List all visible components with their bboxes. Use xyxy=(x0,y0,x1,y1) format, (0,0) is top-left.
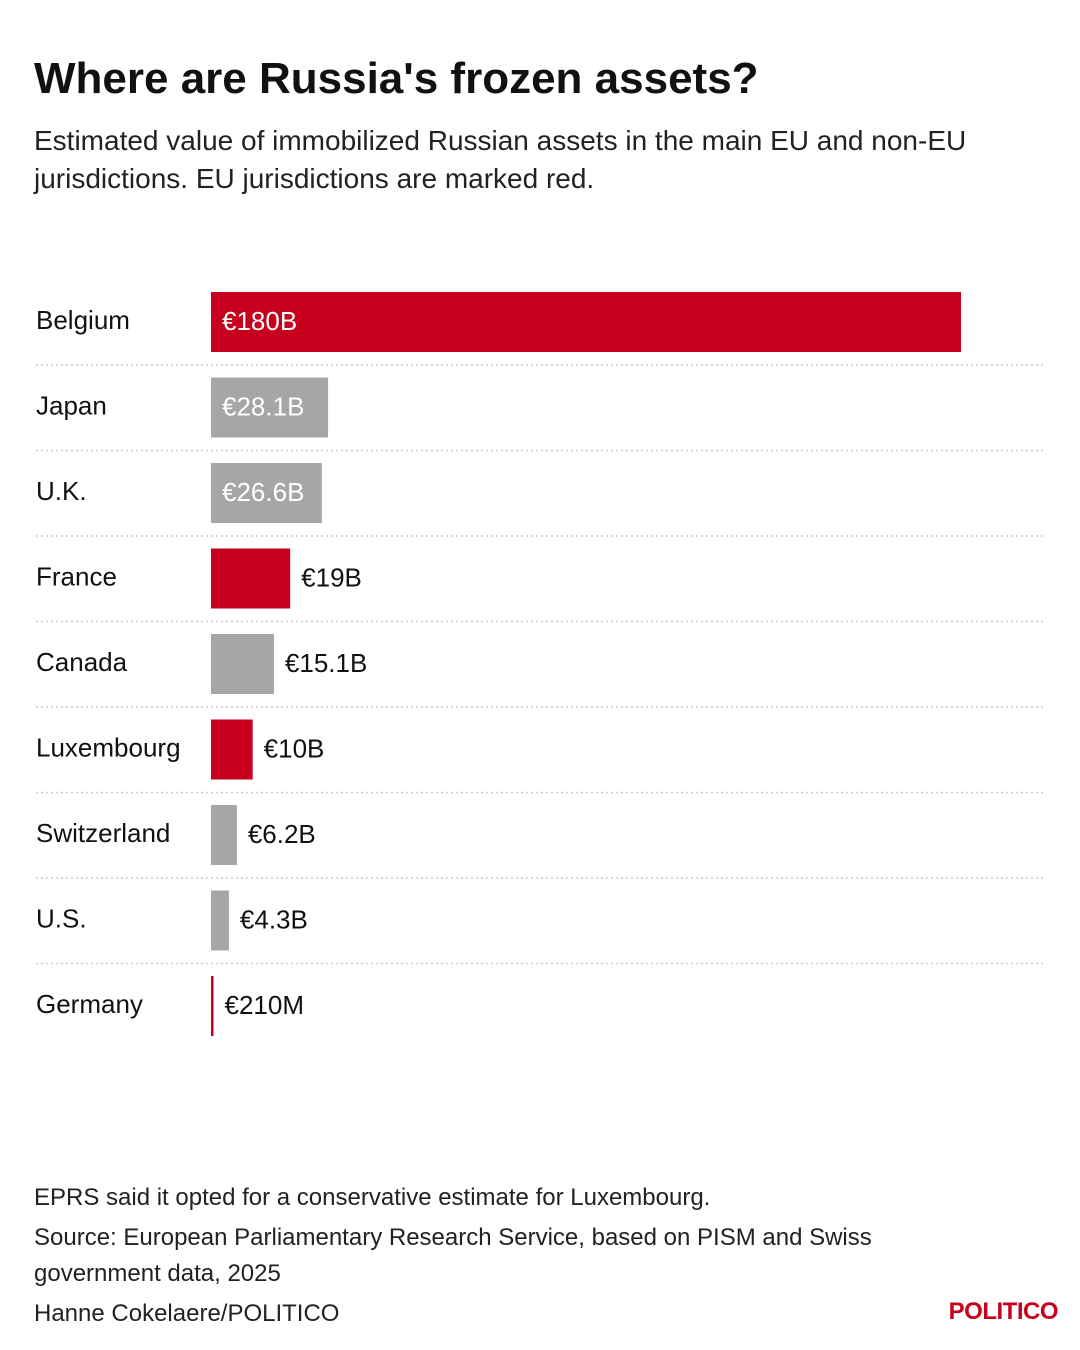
value-label: €26.6B xyxy=(222,477,304,507)
bar xyxy=(211,548,291,609)
value-label: €15.1B xyxy=(285,648,367,678)
value-label: €180B xyxy=(222,306,297,336)
category-label: France xyxy=(36,561,117,591)
category-label: Germany xyxy=(36,989,143,1019)
bar xyxy=(211,719,253,780)
value-label: €19B xyxy=(301,562,362,592)
bar-chart: Belgium €180B Japan €28.1B U.K. €26.6B France €… xyxy=(36,292,1044,1036)
category-label: Switzerland xyxy=(36,818,170,848)
value-label: €210M xyxy=(225,990,305,1020)
bar xyxy=(211,976,214,1036)
bar xyxy=(211,463,322,523)
value-label: €4.3B xyxy=(240,904,308,934)
credit-line: Hanne Cokelaere/POLITICO xyxy=(34,1300,340,1327)
bar xyxy=(211,292,961,352)
category-label: Japan xyxy=(36,390,107,420)
bar xyxy=(211,890,229,951)
value-label: €10B xyxy=(264,733,325,763)
category-label: Belgium xyxy=(36,305,130,335)
chart-title: Where are Russia's frozen assets? xyxy=(34,54,759,103)
chart-subtitle: Estimated value of immobilized Russian a… xyxy=(34,125,967,194)
politico-logo: POLITICO xyxy=(948,1298,1059,1325)
footnote-note: EPRS said it opted for a conservative es… xyxy=(34,1184,711,1211)
category-label: U.K. xyxy=(36,476,87,506)
category-label: Canada xyxy=(36,647,128,677)
bar xyxy=(211,634,274,694)
bar xyxy=(211,805,237,865)
bar xyxy=(211,377,329,438)
category-label: U.S. xyxy=(36,903,87,933)
value-label: €28.1B xyxy=(222,391,304,421)
category-label: Luxembourg xyxy=(36,732,181,762)
value-label: €6.2B xyxy=(248,819,316,849)
source-note: Source: European Parliamentary Research … xyxy=(34,1224,872,1287)
